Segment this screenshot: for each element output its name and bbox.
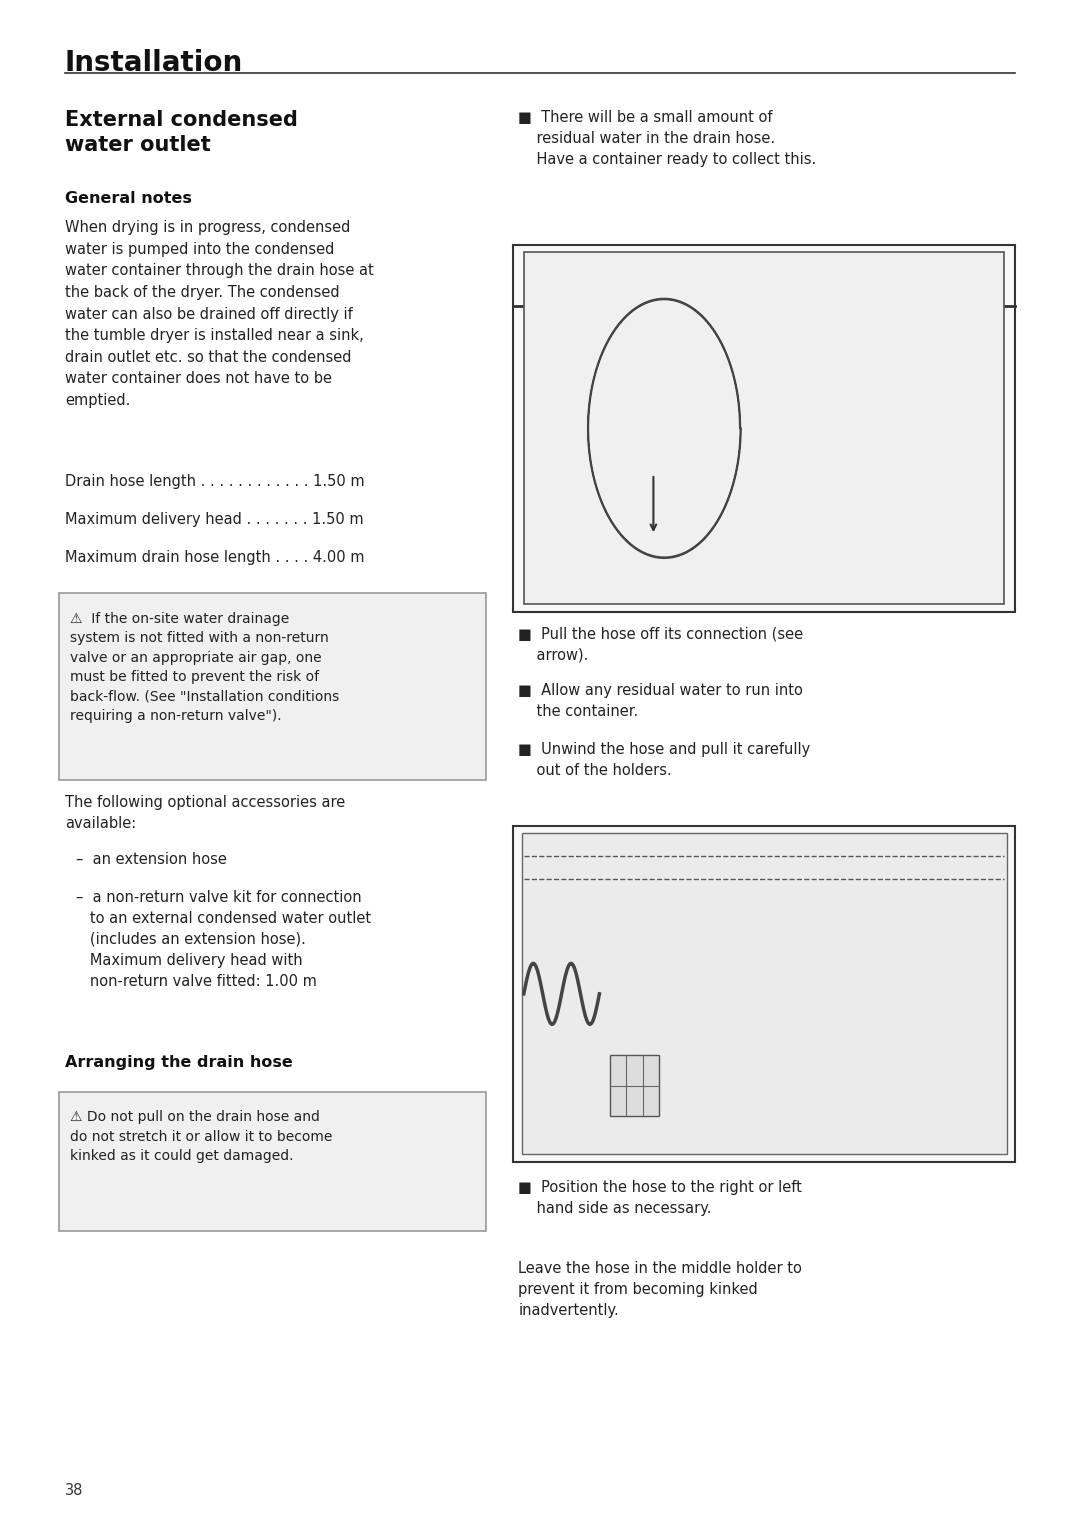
Text: ■  Position the hose to the right or left
    hand side as necessary.: ■ Position the hose to the right or left… [518, 1180, 802, 1217]
Text: Arranging the drain hose: Arranging the drain hose [65, 1055, 293, 1070]
Text: The following optional accessories are
available:: The following optional accessories are a… [65, 795, 345, 832]
Text: ■  Unwind the hose and pull it carefully
    out of the holders.: ■ Unwind the hose and pull it carefully … [518, 742, 811, 778]
Text: Installation: Installation [65, 49, 243, 76]
Bar [513, 826, 1015, 1162]
Text: Leave the hose in the middle holder to
prevent it from becoming kinked
inadverte: Leave the hose in the middle holder to p… [518, 1261, 802, 1318]
Text: ■  There will be a small amount of
    residual water in the drain hose.
    Hav: ■ There will be a small amount of residu… [518, 110, 816, 167]
Text: Maximum delivery head . . . . . . . 1.50 m: Maximum delivery head . . . . . . . 1.50… [65, 512, 364, 528]
Text: External condensed
water outlet: External condensed water outlet [65, 110, 298, 154]
Text: ⚠  If the on-site water drainage
system is not fitted with a non-return
valve or: ⚠ If the on-site water drainage system i… [70, 612, 339, 723]
Text: –  an extension hose: – an extension hose [76, 852, 227, 867]
Bar [610, 1055, 659, 1116]
Text: ■  Pull the hose off its connection (see
    arrow).: ■ Pull the hose off its connection (see … [518, 627, 804, 664]
Bar [513, 245, 1015, 612]
FancyBboxPatch shape [59, 593, 486, 780]
Text: When drying is in progress, condensed
water is pumped into the condensed
water c: When drying is in progress, condensed wa… [65, 220, 374, 408]
Bar [522, 833, 1007, 1154]
Text: –  a non-return valve kit for connection
   to an external condensed water outle: – a non-return valve kit for connection … [76, 890, 370, 989]
Text: Drain hose length . . . . . . . . . . . . 1.50 m: Drain hose length . . . . . . . . . . . … [65, 474, 364, 489]
Text: ⚠ Do not pull on the drain hose and
do not stretch it or allow it to become
kink: ⚠ Do not pull on the drain hose and do n… [70, 1110, 333, 1164]
FancyBboxPatch shape [59, 1092, 486, 1231]
Text: General notes: General notes [65, 191, 191, 206]
Text: Maximum drain hose length . . . . 4.00 m: Maximum drain hose length . . . . 4.00 m [65, 550, 364, 566]
Text: ■  Allow any residual water to run into
    the container.: ■ Allow any residual water to run into t… [518, 683, 804, 720]
Bar [524, 252, 1004, 604]
Text: 38: 38 [65, 1483, 83, 1498]
